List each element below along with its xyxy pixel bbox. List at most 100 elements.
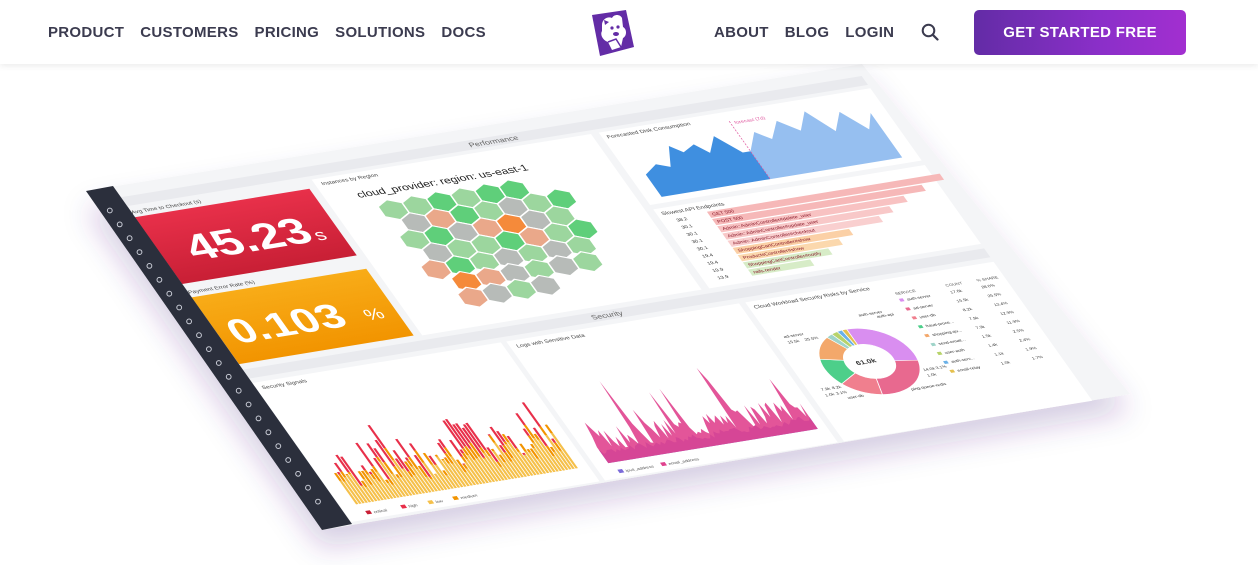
sidebar-nav-icon[interactable] — [116, 221, 123, 228]
sidebar-nav-icon[interactable] — [146, 263, 153, 269]
sidebar-nav-icon[interactable] — [126, 235, 133, 242]
nav-login[interactable]: LOGIN — [845, 23, 895, 41]
nav-docs[interactable]: DOCS — [441, 23, 486, 41]
sidebar-nav-icon[interactable] — [156, 276, 163, 283]
service-table-header[interactable]: COUNT — [944, 281, 964, 288]
sidebar-nav-icon[interactable] — [255, 415, 262, 422]
legend-email-swatch — [659, 461, 668, 467]
signal-bar-medium — [529, 443, 536, 449]
endpoint-bar — [737, 238, 843, 262]
signal-bar-medium — [387, 478, 395, 485]
endpoint-bar — [732, 228, 854, 255]
service-name[interactable]: user-auth — [943, 348, 966, 355]
get-started-free-button[interactable]: GET STARTED FREE — [974, 9, 1186, 55]
signal-bar-low — [434, 474, 448, 490]
sidebar-nav-icon[interactable] — [106, 207, 113, 214]
datadog-logo-icon[interactable] — [590, 9, 636, 57]
donut-callout: user-db — [846, 393, 865, 399]
nav-pricing[interactable]: PRICING — [254, 23, 320, 41]
signal-bar-low — [346, 474, 368, 503]
signal-bar-low — [430, 478, 442, 491]
signal-bar-medium — [384, 479, 390, 484]
service-name[interactable]: email-relay — [956, 365, 982, 373]
endpoint-latency: 19.4 — [706, 260, 720, 266]
dashboard-hero-image: Performance Avg Time to Checkout (s) 45.… — [0, 64, 1258, 565]
signal-bar-high — [392, 450, 410, 472]
service-name[interactable]: user-db — [918, 313, 937, 319]
legend-low-swatch — [427, 500, 435, 505]
service-name[interactable]: ad-server — [912, 303, 935, 310]
service-name[interactable]: send-email... — [937, 338, 966, 346]
endpoint-latency: 30.1 — [691, 238, 705, 244]
service-name[interactable]: auth-server — [906, 294, 933, 302]
sidebar-nav-icon[interactable] — [206, 346, 212, 353]
logs-legend: ipv4_address email_address — [617, 457, 701, 474]
service-name[interactable]: shopping-qu... — [931, 328, 963, 337]
sidebar-nav-icon[interactable] — [186, 318, 193, 325]
signal-bar-medium — [363, 469, 370, 475]
donut-callout: 3.1% — [835, 390, 848, 396]
signal-bar-low — [493, 442, 521, 478]
service-table-header[interactable]: SERVICE — [894, 289, 917, 296]
sidebar-nav-icon[interactable] — [315, 498, 321, 505]
signal-bar-low — [410, 466, 432, 493]
sidebar-nav-icon[interactable] — [305, 484, 311, 491]
service-name[interactable]: auth-serv... — [950, 356, 976, 364]
sidebar-nav-icon[interactable] — [245, 401, 252, 408]
nav-blog[interactable]: BLOG — [784, 23, 830, 41]
signal-bar-medium — [519, 443, 527, 452]
signal-bar-low — [445, 475, 458, 489]
signal-bar-medium — [502, 445, 514, 459]
hex-cell[interactable] — [526, 273, 564, 297]
nav-customers[interactable]: CUSTOMERS — [140, 23, 239, 41]
signal-bar-high — [333, 462, 343, 472]
service-swatch — [917, 324, 924, 329]
donut-slice[interactable] — [841, 328, 859, 346]
nav-solutions[interactable]: SOLUTIONS — [335, 23, 426, 41]
nav-product[interactable]: PRODUCT — [48, 23, 125, 41]
sidebar-nav-icon[interactable] — [166, 290, 173, 297]
donut-callout: 14.0k — [922, 366, 937, 372]
signal-bar-low — [416, 469, 435, 492]
sidebar-nav-icon[interactable] — [295, 470, 302, 477]
legend-medium: medium — [459, 493, 479, 500]
search-icon[interactable] — [920, 22, 940, 42]
endpoint-name[interactable]: GET 500 — [711, 209, 736, 217]
signal-bar-medium — [526, 448, 532, 453]
signal-bar-medium — [479, 447, 486, 454]
sidebar-nav-icon[interactable] — [176, 304, 183, 311]
signal-bar-medium — [433, 473, 437, 475]
service-name[interactable]: fraud-proce... — [925, 320, 955, 328]
endpoint-name[interactable]: POST 500 — [716, 216, 745, 225]
signal-bar-low — [363, 478, 381, 501]
sidebar-nav-icon[interactable] — [215, 360, 222, 366]
service-table-header[interactable]: % SHARE — [975, 275, 999, 282]
security-signals-title: Security Signals — [261, 379, 309, 391]
service-count: 7.9k — [968, 316, 980, 321]
signal-bar-low — [391, 473, 410, 497]
sidebar-nav-icon[interactable] — [235, 387, 242, 394]
hex-cell[interactable] — [569, 250, 607, 274]
hex-cell[interactable] — [562, 234, 600, 258]
endpoint-latency: 19.4 — [701, 253, 715, 259]
signal-bar-low — [507, 441, 534, 476]
sidebar-nav-icon[interactable] — [285, 457, 292, 463]
signal-bar-medium — [407, 456, 419, 470]
signal-bar-low — [378, 461, 407, 497]
signal-bar-low — [545, 435, 572, 470]
forecast-predicted-area — [750, 111, 903, 180]
signal-bar-medium — [401, 468, 405, 470]
sidebar-nav-icon[interactable] — [275, 443, 282, 450]
signal-bar-low — [476, 458, 496, 483]
signal-bar-medium — [428, 476, 433, 480]
forecast-marker-label: forecast (7d) — [733, 116, 767, 126]
service-share: 12.9% — [999, 310, 1015, 316]
sidebar-nav-icon[interactable] — [265, 429, 272, 436]
sidebar-nav-icon[interactable] — [225, 373, 232, 380]
legend-high-swatch — [400, 504, 408, 509]
sidebar-nav-icon[interactable] — [136, 249, 143, 256]
sidebar-nav-icon[interactable] — [196, 332, 202, 339]
nav-about[interactable]: ABOUT — [713, 23, 769, 41]
endpoint-name[interactable]: rails.render — [752, 266, 783, 275]
